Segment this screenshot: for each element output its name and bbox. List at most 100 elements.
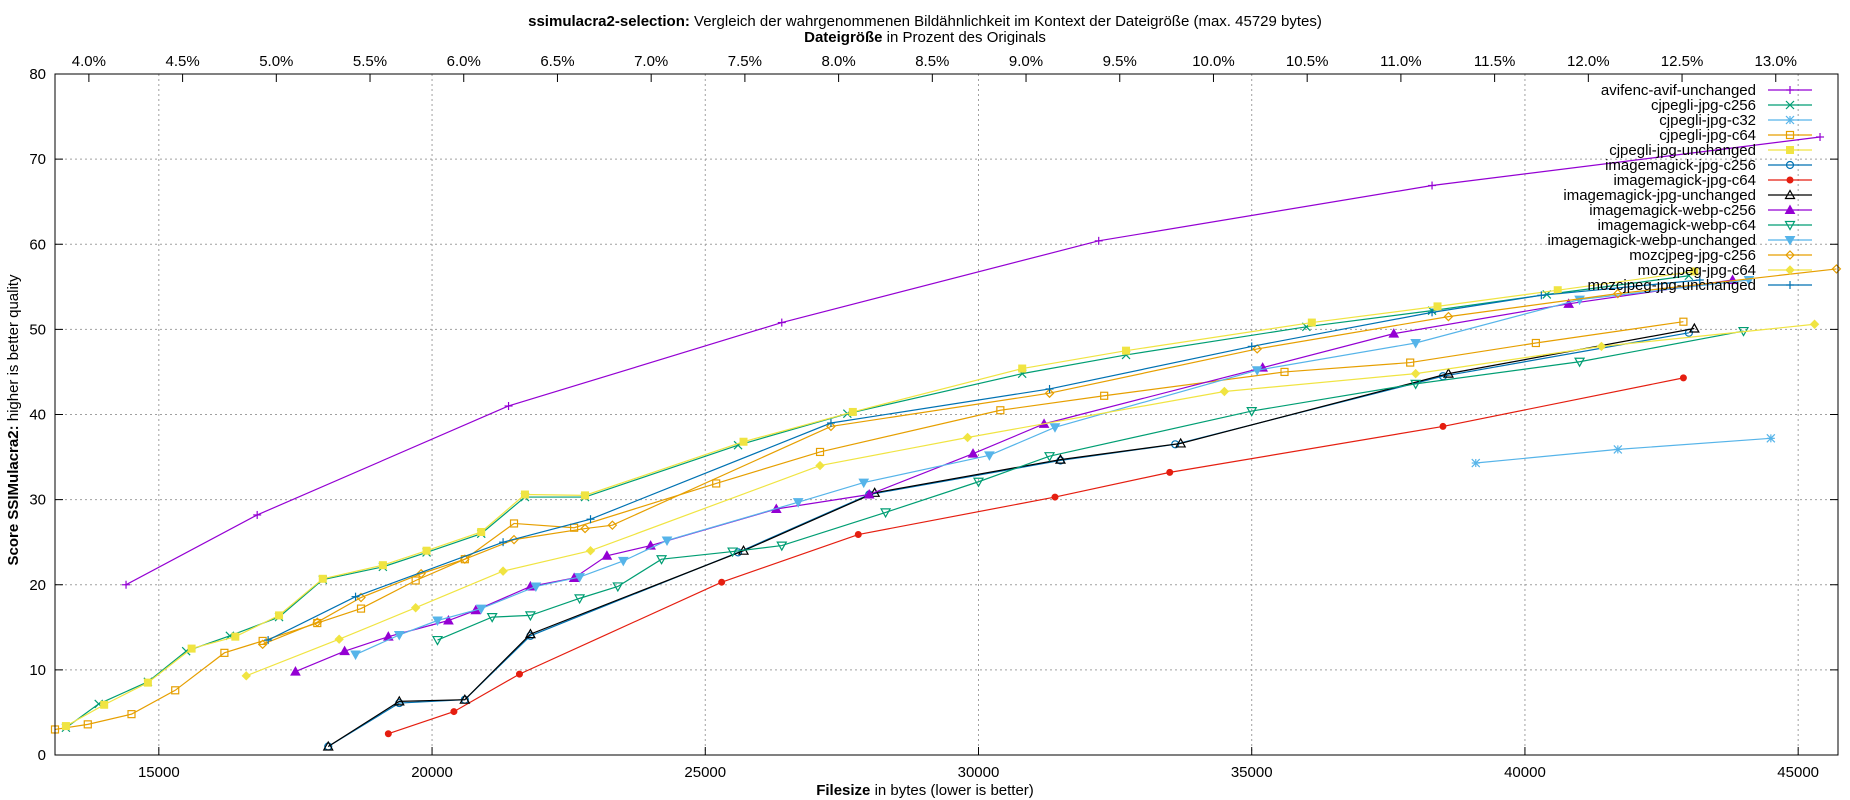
- y-tick-label: 10: [29, 662, 46, 679]
- legend-item: cjpegli-jpg-c256: [1651, 97, 1812, 114]
- data-point: [1612, 288, 1623, 299]
- data-point: [826, 419, 835, 428]
- chart-subtitle-bold: Dateigröße: [804, 29, 882, 46]
- y-tick-label: 20: [29, 577, 46, 594]
- legend-label: imagemagick-webp-unchanged: [1548, 232, 1756, 249]
- legend-item: imagemagick-webp-c256: [1589, 202, 1812, 219]
- data-point: [826, 421, 836, 432]
- legend-label: imagemagick-jpg-c256: [1605, 157, 1756, 174]
- series-line: [327, 327, 1695, 747]
- data-point: [1443, 311, 1454, 322]
- data-point: [384, 730, 392, 738]
- data-point: [1054, 453, 1066, 464]
- data-point: [984, 451, 995, 461]
- series-imagemagick-webp-unchanged: [350, 276, 1755, 661]
- data-point: [1695, 276, 1704, 285]
- top-tick-label: 7.0%: [634, 53, 668, 70]
- data-point: [1247, 342, 1256, 351]
- data-point: [524, 611, 536, 622]
- data-point: [275, 611, 284, 620]
- data-point: [1531, 338, 1540, 348]
- x-tick-label: 25000: [684, 764, 726, 781]
- data-point: [339, 645, 350, 656]
- data-point: [290, 666, 301, 676]
- data-point: [410, 603, 421, 613]
- series-line: [262, 268, 1837, 645]
- top-tick-label: 12.5%: [1661, 53, 1704, 70]
- top-tick-label: 4.5%: [165, 53, 199, 70]
- y-tick-label: 80: [29, 66, 46, 83]
- legend-label: mozcjpeg-jpg-c256: [1629, 247, 1756, 264]
- legend-item: imagemagick-jpg-c64: [1613, 172, 1812, 189]
- data-point: [574, 594, 586, 605]
- data-point: [378, 561, 387, 570]
- data-point: [498, 566, 508, 576]
- data-point: [431, 635, 444, 646]
- data-point: [1786, 86, 1794, 94]
- svg-text:Dateigröße in Prozent des Orig: Dateigröße in Prozent des Originals: [804, 29, 1046, 46]
- data-point: [187, 644, 196, 653]
- data-point: [1471, 458, 1481, 468]
- x-axis-title-bold: Filesize: [816, 782, 870, 799]
- y-tick-label: 0: [38, 747, 46, 764]
- y-axis-ticks: 0 10 20 30 40 50 60 70 80: [29, 66, 1838, 764]
- data-point: [334, 634, 344, 644]
- data-point: [253, 510, 262, 519]
- data-point: [1831, 264, 1842, 274]
- data-point: [1679, 374, 1687, 382]
- data-point: [1786, 281, 1794, 289]
- data-point: [524, 628, 536, 639]
- series-group: [50, 132, 1842, 751]
- data-point: [1428, 308, 1437, 317]
- y-tick-label: 70: [29, 151, 46, 168]
- data-point: [416, 568, 426, 579]
- data-point: [1018, 364, 1027, 373]
- data-point: [661, 536, 673, 547]
- data-point: [586, 515, 595, 524]
- data-point: [432, 616, 443, 627]
- data-point: [1100, 391, 1109, 400]
- legend-label: imagemagick-jpg-unchanged: [1563, 187, 1756, 204]
- data-point: [962, 432, 973, 443]
- data-point: [1553, 286, 1562, 295]
- data-point: [475, 604, 487, 615]
- y-axis-title-bold: Score SSIMulacra2:: [5, 425, 22, 565]
- data-point: [612, 582, 624, 593]
- data-point: [530, 582, 542, 592]
- top-tick-label: 6.5%: [540, 53, 574, 70]
- data-point: [777, 318, 786, 327]
- data-point: [486, 612, 498, 623]
- data-point: [1784, 220, 1796, 231]
- series-line: [1475, 437, 1771, 464]
- data-point: [422, 546, 431, 555]
- data-point: [1166, 468, 1174, 476]
- data-point: [504, 401, 513, 410]
- data-point: [450, 708, 458, 716]
- x-tick-label: 30000: [958, 764, 1000, 781]
- data-point: [656, 555, 668, 565]
- data-point: [1044, 452, 1056, 462]
- data-point: [1094, 236, 1103, 245]
- data-point: [1785, 100, 1795, 110]
- legend-label: avifenc-avif-unchanged: [1601, 82, 1756, 99]
- data-point: [1785, 160, 1795, 170]
- data-point: [122, 580, 131, 589]
- data-point: [351, 592, 360, 601]
- data-point: [312, 617, 323, 628]
- series-cjpegli-jpg-unchanged: [61, 267, 1699, 731]
- x-tick-label: 20000: [411, 764, 453, 781]
- legend-label: imagemagick-jpg-c64: [1613, 172, 1756, 189]
- data-point: [143, 678, 152, 687]
- data-point: [972, 477, 985, 488]
- data-point: [1045, 384, 1054, 393]
- data-point: [1574, 357, 1586, 368]
- data-point: [127, 710, 136, 719]
- x-axis-ticks: 15000 20000 25000 30000 35000 40000 45000: [138, 747, 1819, 781]
- data-point: [1786, 146, 1794, 154]
- series-imagemagick-jpg-c256: [324, 328, 1693, 751]
- series-line: [295, 279, 1733, 673]
- data-point: [477, 527, 486, 536]
- data-point: [83, 720, 92, 729]
- series-cjpegli-jpg-c32: [1471, 433, 1776, 468]
- legend-label: imagemagick-webp-c256: [1589, 202, 1756, 219]
